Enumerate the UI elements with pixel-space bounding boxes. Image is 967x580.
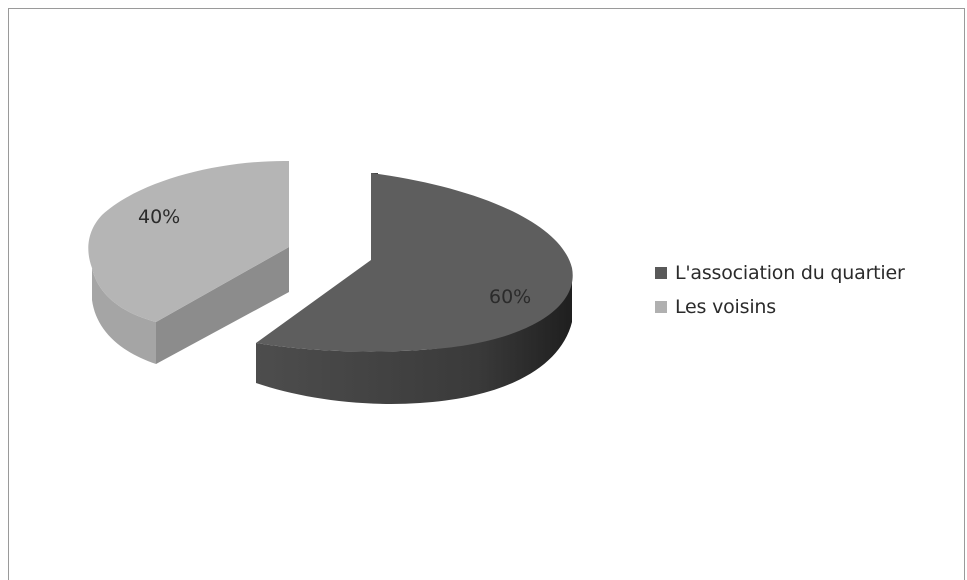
pie-slice-voisins-top <box>88 160 289 322</box>
legend: L'association du quartier Les voisins <box>655 256 905 324</box>
pie-slice-voisins-side <box>92 268 156 364</box>
pie-slice-voisins <box>88 160 289 364</box>
pie-slice-association-side <box>256 268 572 404</box>
legend-swatch-voisins <box>655 301 667 313</box>
legend-swatch-association <box>655 267 667 279</box>
data-label-voisins: 40% <box>138 206 180 228</box>
pie-slice-association <box>256 173 573 404</box>
pie-slice-association-top <box>256 173 573 352</box>
legend-label-association: L'association du quartier <box>675 262 905 284</box>
legend-label-voisins: Les voisins <box>675 296 776 318</box>
data-label-association: 60% <box>489 286 531 308</box>
legend-item-voisins: Les voisins <box>655 290 905 324</box>
legend-item-association: L'association du quartier <box>655 256 905 290</box>
pie-slice-voisins-cut <box>156 247 289 364</box>
